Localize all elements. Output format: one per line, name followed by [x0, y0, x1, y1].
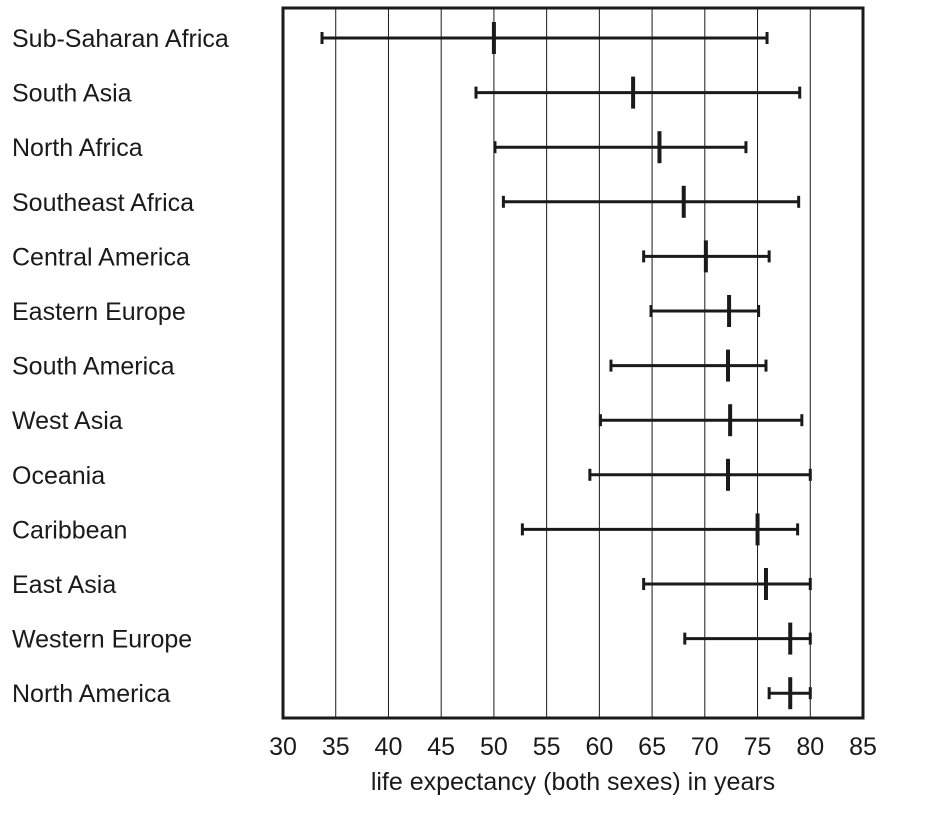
range-bars [320, 22, 812, 710]
category-label: Eastern Europe [12, 298, 186, 326]
category-label: South Asia [12, 80, 132, 108]
category-label: Sub-Saharan Africa [12, 25, 229, 53]
plot-frame [281, 6, 865, 720]
range-bar [493, 131, 748, 164]
x-tick-label: 80 [796, 733, 824, 761]
range-bar [520, 513, 800, 546]
category-label: West Asia [12, 407, 123, 435]
range-bar [588, 458, 812, 491]
range-bar [683, 622, 812, 655]
category-label: Caribbean [12, 516, 127, 544]
x-tick-label: 30 [269, 733, 297, 761]
range-bar [642, 568, 812, 600]
x-tick-label: 40 [375, 733, 403, 761]
category-label: Southeast Africa [12, 189, 194, 217]
category-label: Oceania [12, 462, 105, 490]
range-bar [649, 295, 761, 327]
x-tick-label: 60 [585, 733, 613, 761]
x-axis-title: life expectancy (both sexes) in years [371, 768, 775, 796]
category-labels: Sub-Saharan Africa South Asia North Africa… [12, 25, 229, 708]
x-tick-label: 85 [849, 733, 877, 761]
category-label: North Africa [12, 134, 143, 162]
x-tick-label: 50 [480, 733, 508, 761]
range-bar [642, 240, 771, 273]
x-tick-label: 75 [744, 733, 772, 761]
category-label: Western Europe [12, 626, 192, 654]
x-tick-label: 65 [638, 733, 666, 761]
category-label: North America [12, 680, 170, 708]
x-tick-labels: 30 35 40 45 50 55 60 65 70 75 80 85 [269, 733, 877, 761]
range-bar [474, 76, 802, 109]
range-bar [767, 677, 812, 710]
range-bar [320, 22, 769, 54]
x-tick-label: 70 [691, 733, 719, 761]
category-label: East Asia [12, 571, 116, 599]
category-label: South America [12, 353, 175, 381]
x-tick-label: 55 [533, 733, 561, 761]
x-tick-label: 35 [322, 733, 350, 761]
range-bar [598, 404, 804, 437]
x-tick-label: 45 [427, 733, 455, 761]
range-bar [501, 185, 801, 218]
range-bar [609, 349, 768, 382]
category-label: Central America [12, 243, 190, 271]
grid-lines [335, 8, 811, 718]
